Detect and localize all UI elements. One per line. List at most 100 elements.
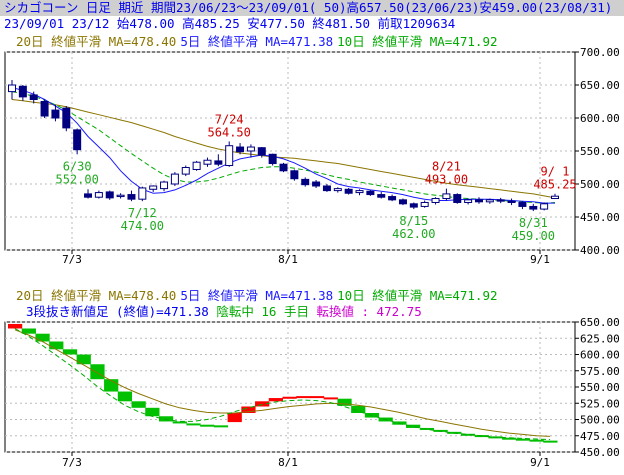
candle-body — [529, 205, 538, 210]
brick — [186, 423, 201, 426]
brick — [76, 354, 91, 365]
candle-body — [225, 145, 234, 167]
bottom-ma20-line — [14, 329, 551, 437]
candle-body — [268, 153, 277, 165]
annotation-value: 485.25 — [533, 178, 576, 192]
legend-top: 20日 終値平滑 MA=478.40 5日 終値平滑 MA=471.38 10日 終… — [0, 34, 624, 50]
brick — [255, 401, 270, 407]
brick — [131, 401, 146, 408]
candle-body — [453, 194, 462, 203]
candle-body — [18, 85, 27, 98]
legend-ma10-bottom: 10日 終値平滑 MA=471.92 — [337, 288, 498, 303]
candle-body — [116, 194, 125, 198]
annotation-date: 8/15 — [399, 214, 428, 228]
candle-body — [257, 147, 266, 156]
top-ytick-label: 600.00 — [580, 112, 620, 125]
bottom-xtick-label: 8/1 — [278, 456, 298, 469]
annotation-value: 552.00 — [55, 172, 98, 186]
brick — [117, 391, 133, 402]
brick — [49, 341, 64, 350]
bottom-ytick-label: 550.00 — [580, 381, 620, 394]
chart-title-bar: シカゴコーン 日足 期近 期間23/06/23～23/09/01( 50)高65… — [0, 0, 624, 16]
candle-body — [507, 200, 516, 203]
bottom-ytick-label: 650.00 — [580, 316, 620, 329]
top-xtick-label: 9/1 — [530, 253, 550, 266]
candle-body — [181, 167, 190, 175]
candle-body — [73, 129, 82, 151]
bottom-ytick-label: 475.00 — [580, 430, 620, 443]
brick — [8, 323, 23, 329]
candle-body — [127, 194, 136, 200]
annotation-value: 493.00 — [425, 173, 468, 187]
brick — [460, 433, 476, 436]
candle-body — [540, 203, 549, 210]
candle-body — [84, 193, 93, 198]
candle-body — [464, 199, 473, 203]
legend-ma10: 10日 終値平滑 MA=471.92 — [337, 34, 498, 49]
brick — [419, 427, 434, 430]
annotation-value: 462.00 — [392, 227, 435, 241]
annotation-date: 9/ 1 — [541, 165, 570, 179]
brick — [21, 328, 36, 334]
brick — [35, 333, 50, 342]
brick — [62, 349, 78, 355]
bottom-ytick-label: 500.00 — [580, 414, 620, 427]
top-ytick-label: 450.00 — [580, 211, 620, 224]
legend-ma20: 20日 終値平滑 MA=478.40 — [16, 34, 177, 49]
bottom-ma10-line — [14, 328, 551, 441]
candle-body — [485, 199, 494, 203]
candle-body — [322, 185, 331, 192]
brick — [200, 424, 215, 427]
legend-ma20-bottom: 20日 終値平滑 MA=478.40 — [16, 288, 177, 303]
brick — [158, 416, 174, 422]
legend-bottom: 20日 終値平滑 MA=478.40 5日 終値平滑 MA=471.38 10日 終… — [0, 288, 624, 304]
candle-body — [94, 192, 103, 198]
candle-body — [170, 173, 179, 185]
candle-body — [551, 195, 559, 200]
top-ytick-label: 500.00 — [580, 178, 620, 191]
legend-ma5-bottom: 5日 終値平滑 MA=471.38 — [180, 288, 334, 303]
candle-body — [246, 146, 255, 152]
brick — [227, 413, 242, 423]
candle-body — [236, 146, 245, 153]
brick — [337, 398, 352, 406]
bottom-ytick-label: 600.00 — [580, 349, 620, 362]
bottom-ytick-label: 525.00 — [580, 397, 620, 410]
candle-body — [149, 185, 158, 190]
candle-body — [409, 203, 418, 208]
brick — [241, 406, 256, 413]
brick — [515, 438, 531, 441]
candle-body — [138, 187, 147, 200]
candle-body — [279, 163, 288, 172]
bottom-xtick-label: 9/1 — [530, 456, 550, 469]
candle-body — [290, 170, 299, 180]
top-ytick-label: 650.00 — [580, 79, 620, 92]
candle-body — [496, 199, 505, 202]
annotation-date: 6/30 — [63, 159, 92, 173]
three-line-count: 16 手目 — [261, 304, 309, 319]
candle-body — [344, 188, 353, 194]
brick — [323, 397, 338, 400]
candle-body — [8, 84, 16, 93]
chart-title: シカゴコーン 日足 期近 期間23/06/23～23/09/01( 50)高65… — [4, 0, 613, 15]
top-ytick-label: 400.00 — [580, 244, 620, 257]
legend-ma5: 5日 終値平滑 MA=471.38 — [180, 34, 334, 49]
top-ytick-label: 700.00 — [580, 46, 620, 59]
ohlc-text: 23/09/01 23/12 始478.00 高485.25 安477.50 終… — [4, 16, 456, 31]
annotation-value: 564.50 — [208, 125, 251, 139]
candle-body — [388, 196, 397, 201]
candle-body — [62, 107, 71, 129]
brick — [309, 396, 325, 399]
brick — [543, 440, 558, 443]
brick — [172, 421, 187, 424]
top-xtick-label: 8/1 — [278, 253, 298, 266]
candle-body — [431, 198, 440, 203]
top-ma20-line — [11, 99, 556, 199]
annotation-value: 459.00 — [512, 229, 555, 243]
candle-body — [442, 193, 451, 200]
annotation-date: 8/21 — [432, 160, 461, 174]
bottom-ytick-label: 625.00 — [580, 332, 620, 345]
three-line-break-info: 3段抜き新値足 (終値)=471.38 陰転中 16 手目 転換値 : 472.… — [0, 304, 624, 320]
candle-body — [40, 101, 49, 117]
